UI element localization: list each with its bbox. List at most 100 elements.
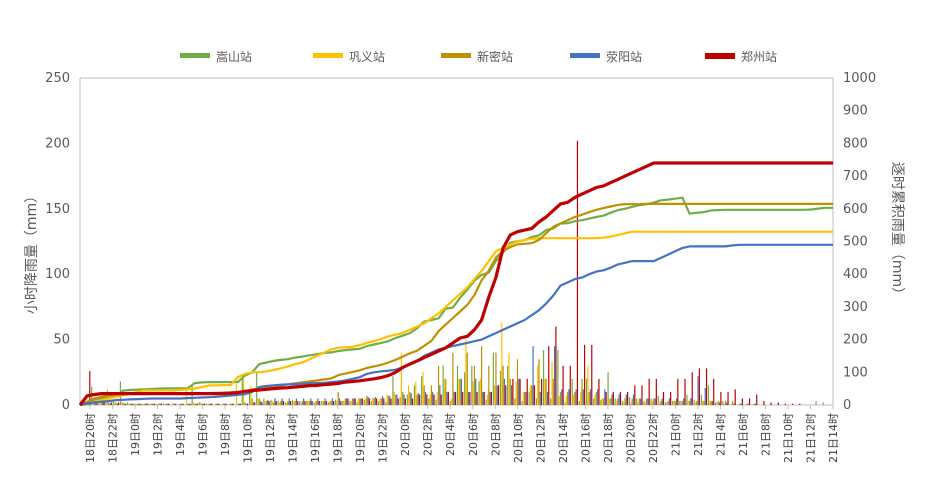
bar-0 <box>686 394 688 405</box>
legend-swatch <box>313 53 343 58</box>
bar-3 <box>245 403 247 405</box>
bar-1 <box>551 361 553 405</box>
bar-0 <box>643 401 645 405</box>
bar-4 <box>505 385 507 405</box>
bar-0 <box>815 401 817 405</box>
labels: 0 50 100 150 200 250 0 100 200 300 400 500 600 700 800… <box>24 71 905 463</box>
bar-3 <box>589 389 592 405</box>
cumulative-line-1 <box>79 230 833 407</box>
bar-2 <box>567 391 569 405</box>
bar-0 <box>722 401 724 405</box>
bar-2 <box>531 385 533 405</box>
bar-1 <box>393 391 395 405</box>
bar-0 <box>550 398 552 405</box>
bar-3 <box>568 389 570 405</box>
bar-1 <box>494 385 496 405</box>
bar-2 <box>387 395 389 405</box>
axes <box>79 77 834 409</box>
bar-1 <box>99 403 101 405</box>
bar-1 <box>637 402 639 405</box>
bar-0 <box>528 391 530 405</box>
bar-1 <box>658 402 661 405</box>
bar-2 <box>717 401 719 405</box>
bar-3 <box>152 403 154 405</box>
bar-0 <box>456 365 459 405</box>
bar-0 <box>471 365 473 405</box>
cumulative-line-3 <box>79 243 833 407</box>
bar-4 <box>648 378 650 405</box>
bar-2 <box>746 403 748 405</box>
bar-2 <box>100 401 103 405</box>
bar-0 <box>306 401 308 405</box>
bar-3 <box>102 402 104 405</box>
bar-3 <box>367 397 369 405</box>
bar-0 <box>105 401 107 405</box>
bar-1 <box>623 402 625 405</box>
bar-4 <box>419 394 421 405</box>
bar-4 <box>383 398 385 405</box>
x-tick-label: 21日0时 <box>669 413 682 456</box>
bar-0 <box>356 402 358 405</box>
bar-2 <box>481 346 483 405</box>
bar-3 <box>625 394 627 405</box>
bar-3 <box>582 389 584 405</box>
legend-swatch <box>180 53 210 58</box>
bar-4 <box>526 378 528 405</box>
bar-4 <box>619 391 622 405</box>
bar-3 <box>654 398 656 405</box>
bar-3 <box>95 402 97 405</box>
bar-3 <box>181 403 183 405</box>
bar-4 <box>469 391 471 405</box>
bar-4 <box>110 402 112 405</box>
bar-4 <box>340 401 342 405</box>
bar-1 <box>415 381 417 405</box>
bar-4 <box>748 398 751 405</box>
bar-4 <box>741 398 743 405</box>
bar-4 <box>218 403 220 405</box>
bar-3 <box>360 398 362 405</box>
x-tick-label: 19日16时 <box>309 413 322 463</box>
bar-3 <box>216 403 219 405</box>
bar-2 <box>373 398 375 405</box>
bar-4 <box>268 401 270 405</box>
bar-4 <box>584 344 586 405</box>
bar-4 <box>662 391 665 405</box>
legend-swatch <box>570 53 600 58</box>
bar-2 <box>430 385 432 405</box>
legend-label: 新密站 <box>477 49 513 64</box>
bar-2 <box>330 401 332 405</box>
bar-2 <box>538 359 540 405</box>
bar-0 <box>385 402 387 405</box>
x-tick-label: 18日22时 <box>107 413 120 463</box>
bar-0 <box>112 401 114 405</box>
x-tick-label: 21日12时 <box>804 413 817 463</box>
bar-3 <box>647 398 649 405</box>
x-tick-label: 21日2时 <box>692 413 705 456</box>
bar-4 <box>189 403 191 405</box>
bar-0 <box>320 401 322 405</box>
bar-4 <box>239 403 241 405</box>
bar-4 <box>347 398 349 405</box>
bar-1 <box>379 398 381 405</box>
bar-0 <box>406 394 408 405</box>
bar-2 <box>588 391 590 405</box>
bar-3 <box>675 398 678 405</box>
bar-3 <box>467 391 470 405</box>
bar-2 <box>724 401 727 405</box>
bar-3 <box>166 403 168 405</box>
bar-3 <box>690 398 692 405</box>
bar-2 <box>230 403 232 405</box>
bar-0 <box>421 376 423 405</box>
x-tick-label: 21日10时 <box>782 413 795 463</box>
y-right-tick-label: 600 <box>843 202 868 217</box>
x-tick-label: 19日10时 <box>242 413 255 463</box>
bar-4 <box>404 398 406 405</box>
bar-0 <box>248 391 251 405</box>
x-tick-label: 18日20时 <box>84 413 97 463</box>
bar-4 <box>512 378 514 405</box>
bar-4 <box>612 391 614 405</box>
bar-1 <box>436 391 438 405</box>
bar-2 <box>732 401 734 405</box>
bar-0 <box>557 350 559 405</box>
bar-3 <box>173 403 176 405</box>
